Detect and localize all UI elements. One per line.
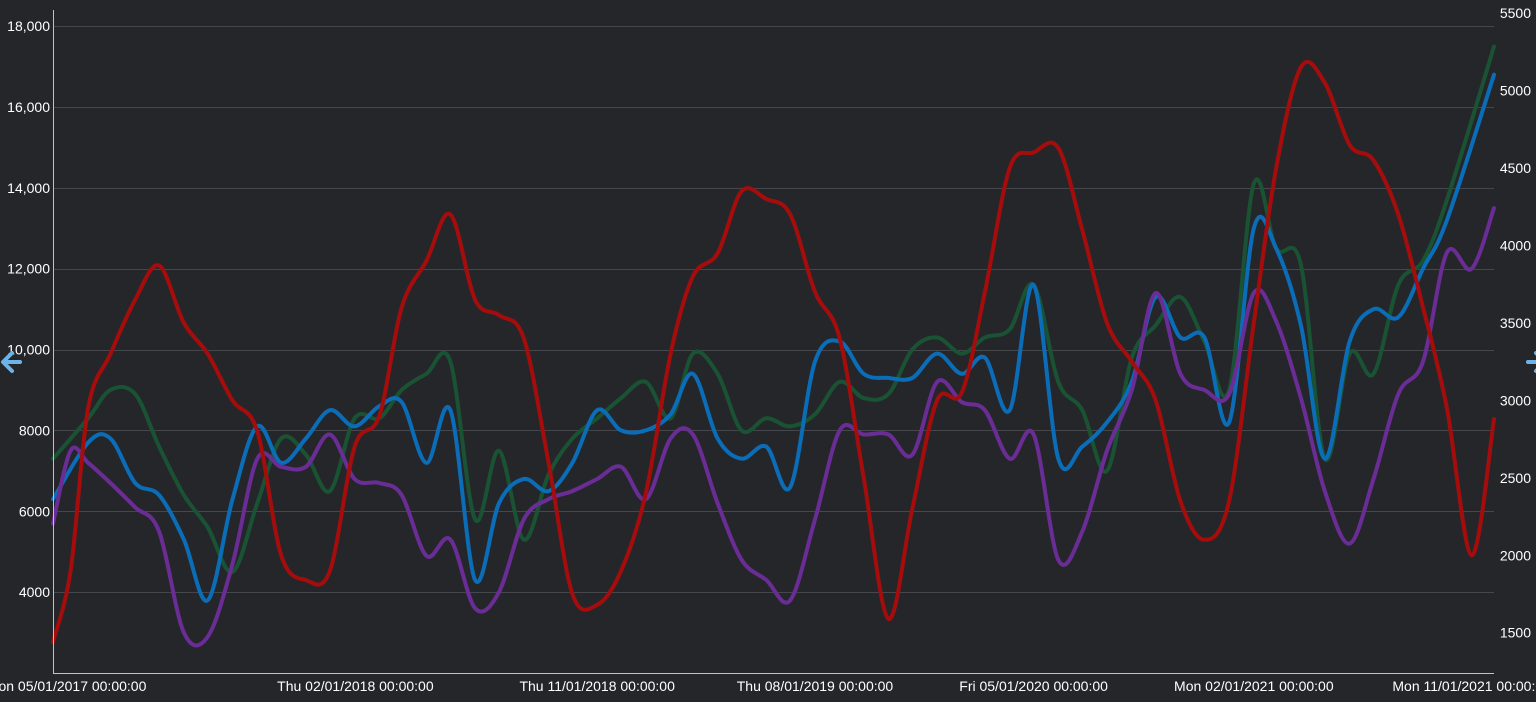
x-tick-label: Mon 11/01/2021 00:00:00 xyxy=(1392,678,1536,694)
y-left-tick-label: 18,000 xyxy=(7,18,50,34)
y-right-tick-label: 4000 xyxy=(1500,237,1531,253)
x-tick-label: Fri 05/01/2020 00:00:00 xyxy=(959,678,1108,694)
y-right-tick-label: 5500 xyxy=(1500,5,1531,21)
arrow-left-icon[interactable] xyxy=(0,350,22,374)
x-tick-label: Thu 11/01/2018 00:00:00 xyxy=(519,678,675,694)
x-tick-label: Mon 05/01/2017 00:00:00 xyxy=(0,678,147,694)
series-line-2 xyxy=(51,72,1496,603)
series-lines xyxy=(51,44,1496,648)
y-left-tick-label: 14,000 xyxy=(7,180,50,196)
x-tick-label: Thu 08/01/2019 00:00:00 xyxy=(737,678,894,694)
y-right-tick-label: 2500 xyxy=(1500,470,1531,486)
y-right-tick-label: 2000 xyxy=(1500,547,1531,563)
y-left-tick-label: 8000 xyxy=(19,422,50,438)
x-tick-label: Thu 02/01/2018 00:00:00 xyxy=(277,678,434,694)
gridlines xyxy=(53,26,1494,593)
y-left-tick-label: 6000 xyxy=(19,503,50,519)
axes xyxy=(53,10,1494,674)
y-right-tick-label: 3000 xyxy=(1500,392,1531,408)
series-line-3 xyxy=(51,206,1496,648)
y-right-tick-label: 3500 xyxy=(1500,315,1531,331)
y-right-tick-label: 5000 xyxy=(1500,83,1531,99)
y-left-tick-label: 10,000 xyxy=(7,342,50,358)
tick-labels: 4000 6000 8000 10,000 12,000 14,000 16,000 18,0… xyxy=(0,5,1536,694)
x-tick-label: Mon 02/01/2021 00:00:00 xyxy=(1174,678,1334,694)
arrow-right-icon[interactable] xyxy=(1526,350,1536,374)
y-right-tick-label: 4500 xyxy=(1500,160,1531,176)
series-line-4 xyxy=(51,59,1496,644)
y-left-tick-label: 16,000 xyxy=(7,99,50,115)
y-left-tick-label: 4000 xyxy=(19,584,50,600)
y-right-tick-label: 1500 xyxy=(1500,625,1531,641)
y-left-tick-label: 12,000 xyxy=(7,261,50,277)
